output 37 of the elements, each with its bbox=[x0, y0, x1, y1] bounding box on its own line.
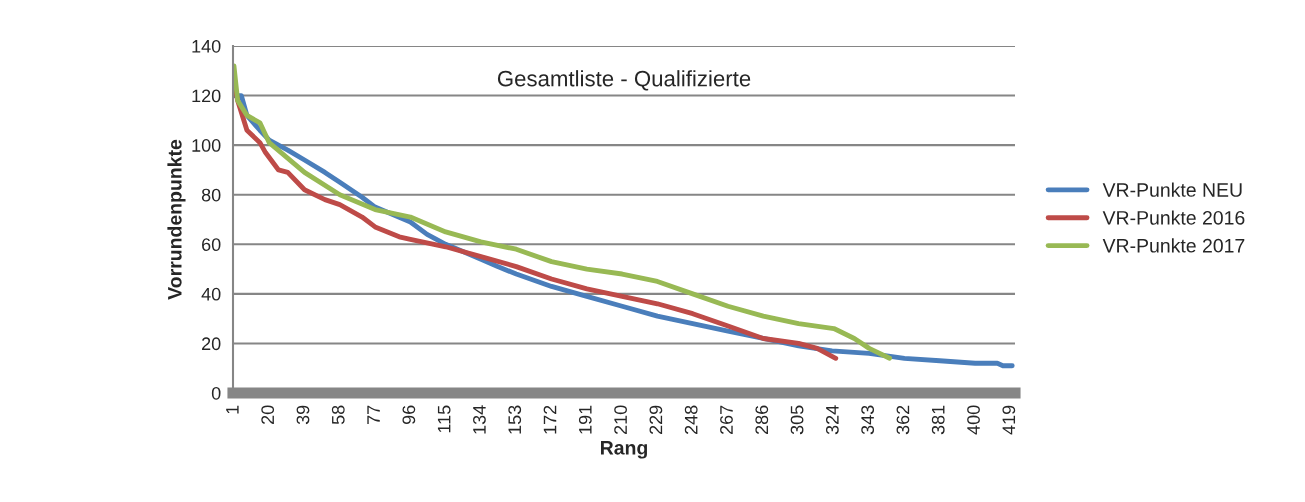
y-tick-label: 80 bbox=[201, 188, 221, 202]
x-tick-label: 381 bbox=[931, 405, 945, 435]
x-tick-label: 20 bbox=[261, 405, 275, 424]
y-tick-label: 140 bbox=[192, 39, 221, 53]
y-tick-label: 20 bbox=[202, 337, 221, 351]
y-tick-label: 120 bbox=[192, 89, 221, 103]
x-tick-label: 172 bbox=[543, 405, 557, 434]
y-axis-title: Vorrundenpunkte bbox=[167, 139, 186, 300]
x-tick-label: 419 bbox=[1002, 405, 1016, 435]
x-tick-label: 191 bbox=[578, 405, 592, 434]
text: Gesamtliste - Qualifizierte bbox=[497, 70, 751, 91]
y-tick-label: 100 bbox=[192, 139, 221, 152]
x-tick-label: 153 bbox=[508, 405, 522, 434]
x-tick-label: 115 bbox=[437, 405, 451, 433]
x-tick-label: 77 bbox=[367, 405, 380, 424]
legend-label: VR-Punkte 2017 bbox=[1102, 238, 1245, 253]
x-tick-label: 305 bbox=[790, 405, 804, 435]
x-tick-label: 343 bbox=[861, 405, 875, 435]
x-tick-label: 400 bbox=[967, 405, 980, 435]
x-tick-label: 362 bbox=[896, 405, 910, 435]
x-tick-label: 248 bbox=[684, 405, 698, 435]
x-tick-label: 267 bbox=[720, 405, 733, 435]
x-tick-label: 58 bbox=[331, 405, 345, 425]
x-tick-label: 96 bbox=[402, 405, 416, 425]
legend-label: VR-Punkte 2016 bbox=[1102, 210, 1245, 225]
x-tick-label: 39 bbox=[296, 405, 310, 425]
x-tick-label: 229 bbox=[649, 405, 663, 435]
x-tick-label: 286 bbox=[755, 405, 769, 435]
x-tick-label: 324 bbox=[825, 405, 839, 435]
y-tick-label: 0 bbox=[211, 386, 221, 400]
x-tick-label: 1 bbox=[226, 405, 239, 414]
x-tick-label: 210 bbox=[614, 405, 627, 435]
x-tick-label: 134 bbox=[473, 405, 486, 434]
y-tick-label: 60 bbox=[202, 238, 221, 252]
x-axis-title: Rang bbox=[601, 441, 648, 459]
legend-label: VR-Punkte NEU bbox=[1102, 182, 1242, 197]
y-tick-label: 40 bbox=[201, 287, 221, 301]
